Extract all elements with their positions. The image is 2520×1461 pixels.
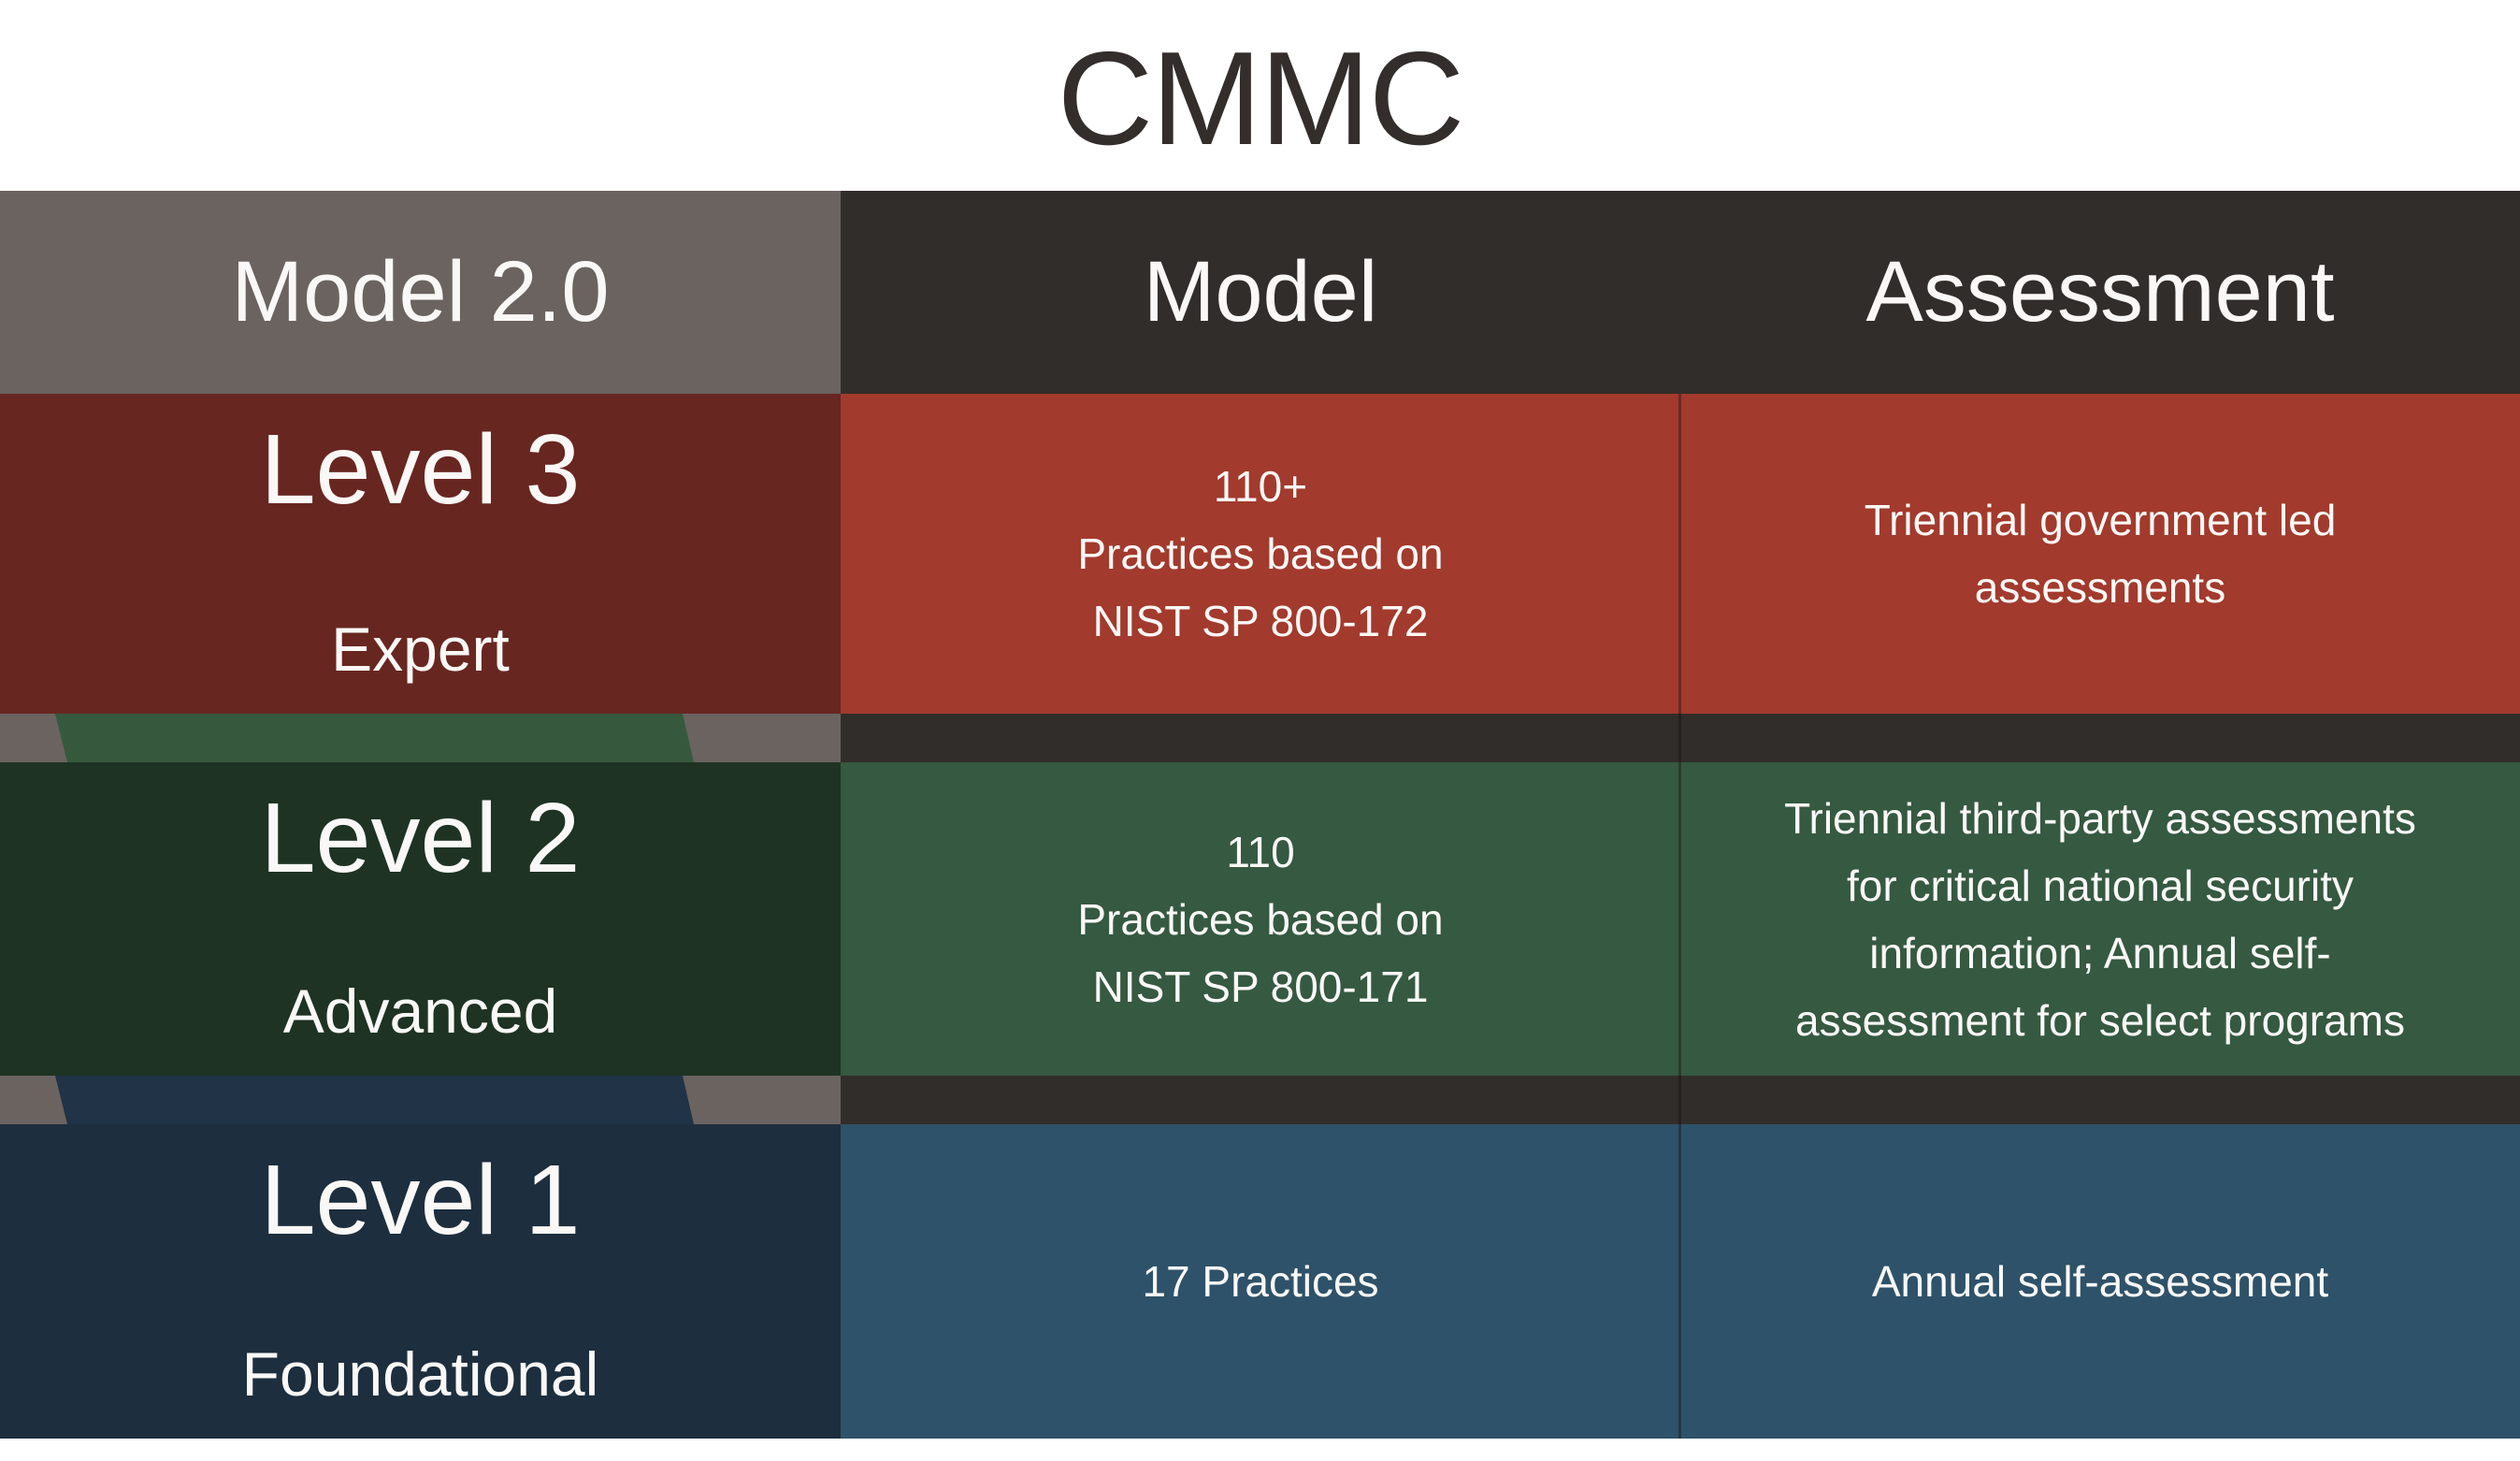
header-assessment-label: Assessment [1865,244,2335,340]
level-3-model-line-3: NIST SP 800-172 [1092,597,1429,645]
level-3-right-band [841,394,2520,714]
level-1-assessment-cell: Annual self-assessment [1680,1124,2520,1439]
header-model-2-0: Model 2.0 [0,191,841,394]
level-1-tier: Foundational [241,1338,599,1409]
level-2-assessment-cell: Triennial third-party assessments for cr… [1680,762,2520,1076]
header-model-2-0-label: Model 2.0 [231,244,610,340]
level-3-model-line-1: 110+ [1213,462,1308,511]
column-divider-line [1678,394,1681,1439]
level-1-separator-band [841,1076,2520,1124]
level-3-tier: Expert [331,614,510,684]
level-2-assessment-line-2: for critical national security [1847,861,2354,910]
level-1-assessment-line-1: Annual self-assessment [1871,1257,2329,1306]
level-1-name: Level 1 [260,1145,581,1255]
level-3-model-line-2: Practices based on [1077,529,1444,578]
header-model-column: Model [841,191,1680,394]
level-2-assessment-line-1: Triennial third-party assessments [1784,793,2416,843]
level-3-assessment-line-1: Triennial government led [1864,496,2337,544]
page-title: CMMC [1057,24,1465,173]
level-2-tier: Advanced [282,976,558,1046]
level-2-separator-band [841,714,2520,762]
level-2-model-line-1: 110 [1226,827,1295,876]
level-2-model-line-3: NIST SP 800-171 [1092,962,1429,1011]
level-3-model-cell: 110+ Practices based on NIST SP 800-172 [841,394,1680,714]
level-2-assessment-line-3: information; Annual self- [1869,928,2331,977]
level-2-band-gray [0,714,841,762]
level-1-model-cell: 17 Practices [841,1124,1680,1439]
header-model-label: Model [1143,244,1378,340]
header-right-band: Model Assessment [841,191,2520,394]
level-3-name: Level 3 [260,414,581,525]
level-1-right-band [841,1124,2520,1439]
level-2-assessment-line-4: assessment for select programs [1795,995,2405,1045]
level-1-band-gray [0,1076,841,1124]
level-2-name: Level 2 [260,783,581,893]
header-assessment-column: Assessment [1680,191,2520,394]
level-3-assessment-cell: Triennial government led assessments [1680,394,2520,714]
level-2-model-cell: 110 Practices based on NIST SP 800-171 [841,762,1680,1076]
level-1-block: Level 1 Foundational [0,1124,841,1439]
level-2-top-face [55,714,694,762]
level-2-model-line-2: Practices based on [1077,894,1444,944]
level-3-assessment-line-2: assessments [1974,563,2226,612]
level-1-model-line-1: 17 Practices [1142,1257,1379,1306]
level-1-top-face [55,1076,694,1124]
level-3-block: Level 3 Expert [0,394,841,714]
level-2-block: Level 2 Advanced [0,762,841,1076]
level-2-right-band [841,762,2520,1076]
